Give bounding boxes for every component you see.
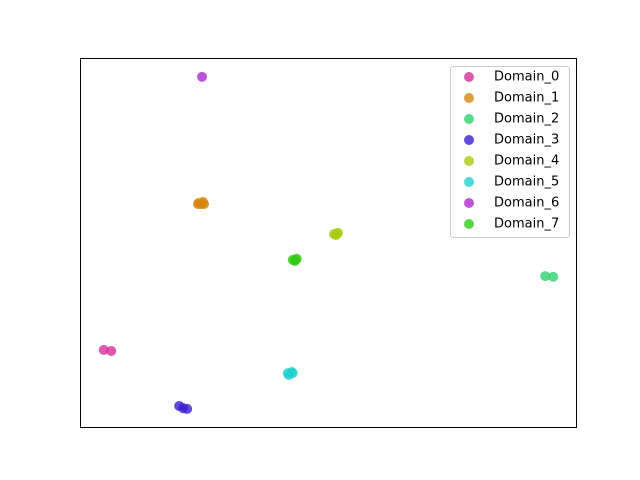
legend-marker [464, 198, 474, 208]
legend-marker [464, 135, 474, 145]
legend-marker [464, 93, 474, 103]
legend-marker [464, 177, 474, 187]
legend-label: Domain_6 [494, 196, 559, 211]
point [197, 71, 208, 82]
point [290, 254, 301, 265]
point [287, 368, 298, 379]
point [331, 229, 342, 240]
legend-box [450, 66, 570, 238]
legend-label: Domain_1 [494, 91, 559, 106]
point [98, 344, 109, 355]
point [540, 271, 551, 282]
legend-marker [464, 114, 474, 124]
point [199, 199, 209, 210]
legend-label: Domain_0 [494, 70, 559, 85]
legend-label: Domain_4 [494, 154, 559, 169]
point [182, 403, 193, 414]
legend-marker [464, 156, 474, 166]
plot-frame [80, 58, 577, 428]
legend-marker [464, 219, 474, 229]
legend-label: Domain_3 [494, 133, 559, 148]
legend-marker [464, 72, 474, 82]
point [106, 345, 117, 356]
point [548, 271, 559, 282]
legend-label: Domain_2 [494, 112, 559, 127]
legend-label: Domain_7 [494, 217, 559, 232]
legend-label: Domain_5 [494, 175, 559, 190]
